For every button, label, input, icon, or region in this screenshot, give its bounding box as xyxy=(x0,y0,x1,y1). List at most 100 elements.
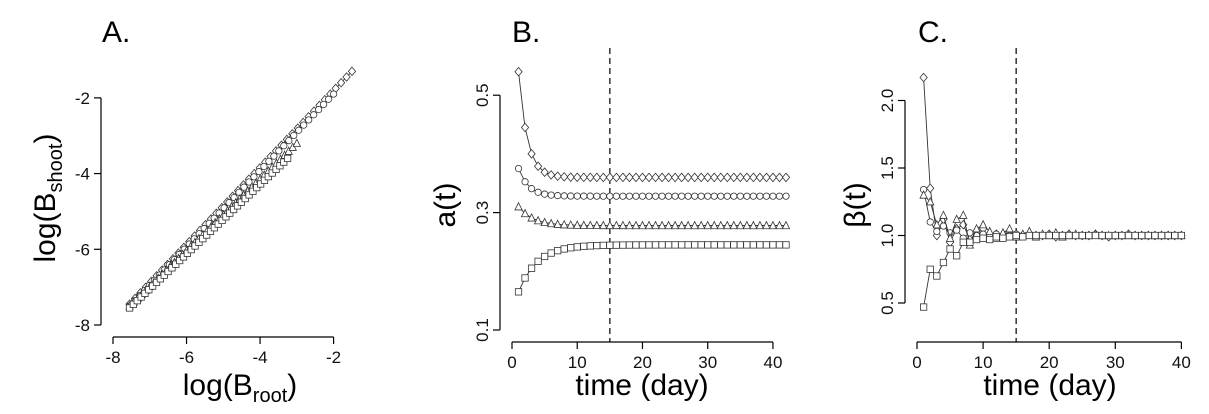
series-line-square xyxy=(923,235,1182,308)
data-point-circle xyxy=(560,192,568,200)
panel-c-xlabel: time (day) xyxy=(983,369,1116,402)
data-point-square xyxy=(691,241,699,249)
x-tick-label: 0 xyxy=(912,353,921,372)
data-point-circle xyxy=(527,185,536,193)
data-point-diamond xyxy=(919,72,928,83)
data-point-triangle xyxy=(749,220,758,230)
data-point-triangle xyxy=(514,201,523,211)
data-point-square xyxy=(249,187,257,195)
data-point-square xyxy=(972,235,981,244)
data-point-circle xyxy=(606,192,614,200)
data-point-square xyxy=(1131,231,1139,240)
data-point-triangle xyxy=(553,219,562,228)
data-point-triangle xyxy=(592,220,602,230)
data-point-circle xyxy=(717,192,725,200)
data-point-triangle xyxy=(292,138,302,147)
data-point-square xyxy=(183,249,191,257)
data-point-diamond xyxy=(736,172,745,183)
data-point-square xyxy=(704,241,712,249)
data-point-square xyxy=(245,191,253,199)
data-point-diamond xyxy=(742,172,751,183)
data-point-circle xyxy=(573,192,581,200)
data-point-triangle xyxy=(703,220,712,230)
data-point-triangle xyxy=(945,233,955,242)
data-point-diamond xyxy=(926,183,935,194)
data-point-circle xyxy=(305,116,313,124)
data-point-triangle xyxy=(520,208,530,218)
data-point-circle xyxy=(534,188,542,196)
data-point-square xyxy=(986,235,994,244)
data-point-circle xyxy=(671,192,679,200)
data-point-square xyxy=(625,241,634,249)
data-point-circle xyxy=(235,188,243,196)
data-point-triangle xyxy=(972,223,981,233)
data-point-square xyxy=(966,238,974,246)
data-point-triangle xyxy=(723,220,732,230)
data-point-square xyxy=(1052,231,1060,240)
data-point-circle xyxy=(580,192,588,200)
data-point-diamond xyxy=(533,161,543,172)
data-point-circle xyxy=(612,192,620,200)
data-point-diamond xyxy=(775,172,784,183)
data-point-triangle xyxy=(559,219,569,229)
data-point-square xyxy=(933,272,941,280)
data-point-square xyxy=(206,227,215,235)
data-point-square xyxy=(736,241,744,249)
data-point-diamond xyxy=(644,172,654,183)
y-tick-label: -4 xyxy=(75,165,90,184)
data-point-square xyxy=(547,249,555,257)
data-point-triangle xyxy=(677,220,686,230)
data-point-square xyxy=(651,241,660,249)
data-point-square xyxy=(769,241,777,249)
data-point-triangle xyxy=(709,220,719,230)
data-point-square xyxy=(1138,231,1146,240)
data-point-square xyxy=(141,289,149,297)
data-point-square xyxy=(1098,231,1106,240)
data-point-square xyxy=(149,282,157,290)
data-point-square xyxy=(521,274,529,282)
data-point-square xyxy=(195,238,203,246)
data-point-circle xyxy=(567,192,575,200)
data-point-square xyxy=(1157,231,1166,240)
data-point-diamond xyxy=(553,171,562,182)
data-point-square xyxy=(619,241,627,249)
data-point-square xyxy=(979,234,987,242)
data-point-circle xyxy=(541,190,549,198)
data-point-square xyxy=(560,245,568,253)
data-point-triangle xyxy=(978,219,988,229)
data-point-diamond xyxy=(762,172,771,183)
data-point-square xyxy=(133,297,141,305)
data-point-diamond xyxy=(768,172,778,183)
x-tick-label: -2 xyxy=(326,348,341,367)
data-point-circle xyxy=(684,192,692,200)
data-point-diamond xyxy=(690,172,699,183)
data-point-diamond xyxy=(573,172,582,183)
panel-b-letter: B. xyxy=(512,16,540,49)
data-point-triangle xyxy=(736,220,745,230)
data-point-diamond xyxy=(566,172,575,182)
data-point-square xyxy=(230,205,238,214)
data-point-square xyxy=(218,216,226,225)
data-point-triangle xyxy=(651,220,660,230)
data-point-circle xyxy=(658,192,666,200)
series-line-diamond xyxy=(518,71,786,178)
data-point-triangle xyxy=(612,220,621,230)
data-point-triangle xyxy=(952,214,961,223)
data-point-triangle xyxy=(716,220,726,230)
data-point-square xyxy=(191,242,199,250)
data-point-circle xyxy=(310,111,318,119)
data-point-square xyxy=(160,271,168,279)
data-point-circle xyxy=(775,192,784,200)
data-point-circle xyxy=(325,95,333,103)
data-point-circle xyxy=(730,192,738,200)
data-point-square xyxy=(264,173,272,181)
data-point-square xyxy=(593,241,601,250)
data-point-diamond xyxy=(664,172,673,183)
panel-c-letter: C. xyxy=(918,16,948,49)
data-point-triangle xyxy=(625,220,634,230)
data-point-square xyxy=(284,154,292,163)
data-point-square xyxy=(168,264,176,272)
data-point-square xyxy=(1151,231,1159,240)
x-tick-label: 10 xyxy=(974,353,993,372)
data-point-circle xyxy=(554,192,562,200)
